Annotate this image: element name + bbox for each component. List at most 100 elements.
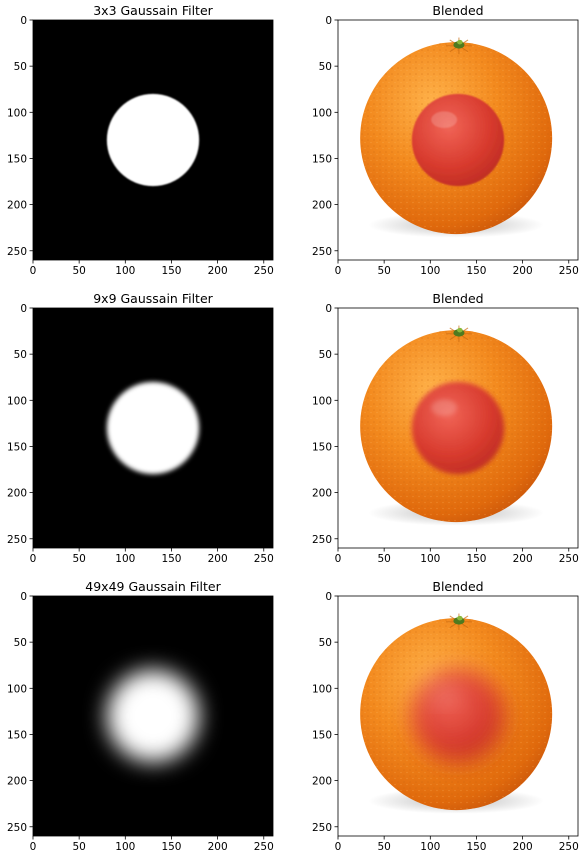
y-tick-label: 100	[312, 683, 332, 695]
x-tick-label: 0	[30, 841, 37, 853]
y-tick-label: 250	[312, 246, 332, 258]
x-tick-label: 0	[335, 553, 342, 565]
orange-stem-icon	[446, 37, 472, 55]
x-tick-label: 50	[377, 841, 390, 853]
y-tick-label: 150	[7, 441, 27, 453]
x-tick-label: 150	[466, 265, 486, 277]
panel-1: 3x3 Gaussain Filter 0 50 100 150 200 250 0 50 100…	[7, 3, 274, 277]
y-tick-label: 200	[312, 200, 332, 212]
x-tick-label: 200	[513, 841, 533, 853]
x-tick-label: 150	[161, 841, 181, 853]
apple-highlight	[431, 111, 458, 128]
y-tick-label: 150	[312, 729, 332, 741]
y-tick-label: 150	[7, 729, 27, 741]
x-tick-label: 50	[72, 265, 85, 277]
x-tick-label: 0	[335, 841, 342, 853]
blended-image	[338, 308, 578, 548]
orange-stem-icon	[446, 613, 472, 631]
apple-patch	[411, 381, 505, 475]
axes-frame	[32, 19, 274, 261]
y-tick-label: 0	[20, 303, 27, 315]
y-tick-label: 250	[312, 822, 332, 834]
x-tick-label: 150	[161, 265, 181, 277]
y-tick-label: 150	[312, 441, 332, 453]
mask-image	[33, 596, 273, 836]
y-tick-label: 0	[20, 591, 27, 603]
y-tick-label: 250	[7, 534, 27, 546]
x-tick-label: 50	[377, 265, 390, 277]
blended-image	[338, 20, 578, 260]
y-tick-label: 100	[7, 683, 27, 695]
x-tick-label: 150	[161, 553, 181, 565]
mask-image	[33, 20, 273, 260]
axes-frame	[337, 307, 579, 549]
x-tick-label: 250	[254, 265, 274, 277]
mask-image	[33, 308, 273, 548]
apple-highlight	[431, 687, 458, 704]
y-tick-label: 50	[319, 349, 332, 361]
panel-title: 9x9 Gaussain Filter	[93, 291, 213, 306]
x-tick-label: 0	[30, 553, 37, 565]
y-tick-label: 0	[20, 15, 27, 27]
y-tick-label: 50	[14, 637, 27, 649]
axes-frame	[337, 595, 579, 837]
y-tick-label: 150	[312, 153, 332, 165]
y-tick-label: 50	[14, 61, 27, 73]
y-tick-label: 0	[325, 591, 332, 603]
x-tick-label: 200	[208, 553, 228, 565]
x-tick-label: 100	[115, 265, 135, 277]
x-tick-label: 0	[30, 265, 37, 277]
y-tick-label: 200	[7, 200, 27, 212]
axes-frame	[32, 307, 274, 549]
y-tick-label: 200	[312, 776, 332, 788]
apple-patch	[411, 93, 505, 187]
x-tick-label: 250	[559, 841, 579, 853]
x-tick-label: 100	[420, 841, 440, 853]
y-tick-label: 50	[319, 637, 332, 649]
x-tick-label: 200	[513, 265, 533, 277]
axes-frame	[32, 595, 274, 837]
x-tick-label: 50	[72, 553, 85, 565]
x-tick-label: 200	[208, 841, 228, 853]
x-tick-label: 100	[420, 553, 440, 565]
y-tick-label: 100	[312, 395, 332, 407]
x-tick-label: 100	[115, 841, 135, 853]
panel-title: 3x3 Gaussain Filter	[93, 3, 213, 18]
x-tick-label: 250	[254, 841, 274, 853]
y-tick-label: 50	[14, 349, 27, 361]
orange-stem-icon	[446, 325, 472, 343]
mask-circle	[106, 669, 200, 763]
y-tick-label: 200	[7, 776, 27, 788]
x-tick-label: 100	[115, 553, 135, 565]
y-tick-label: 250	[312, 534, 332, 546]
x-tick-label: 150	[466, 841, 486, 853]
mask-circle	[106, 93, 200, 187]
y-tick-label: 100	[312, 107, 332, 119]
apple-patch	[411, 669, 505, 763]
panel-title: Blended	[432, 291, 483, 306]
y-tick-label: 100	[7, 107, 27, 119]
x-tick-label: 50	[377, 553, 390, 565]
x-tick-label: 250	[559, 553, 579, 565]
panel-title: Blended	[432, 3, 483, 18]
panel-title: Blended	[432, 579, 483, 594]
y-tick-label: 100	[7, 395, 27, 407]
x-tick-label: 50	[72, 841, 85, 853]
apple-highlight	[431, 399, 458, 417]
y-tick-label: 200	[7, 488, 27, 500]
blended-image	[338, 596, 578, 836]
x-tick-label: 200	[208, 265, 228, 277]
y-tick-label: 200	[312, 488, 332, 500]
x-tick-label: 250	[254, 553, 274, 565]
y-tick-label: 50	[319, 61, 332, 73]
x-tick-label: 200	[513, 553, 533, 565]
x-tick-label: 250	[559, 265, 579, 277]
y-tick-label: 250	[7, 822, 27, 834]
axes-frame	[337, 19, 579, 261]
y-tick-label: 150	[7, 153, 27, 165]
